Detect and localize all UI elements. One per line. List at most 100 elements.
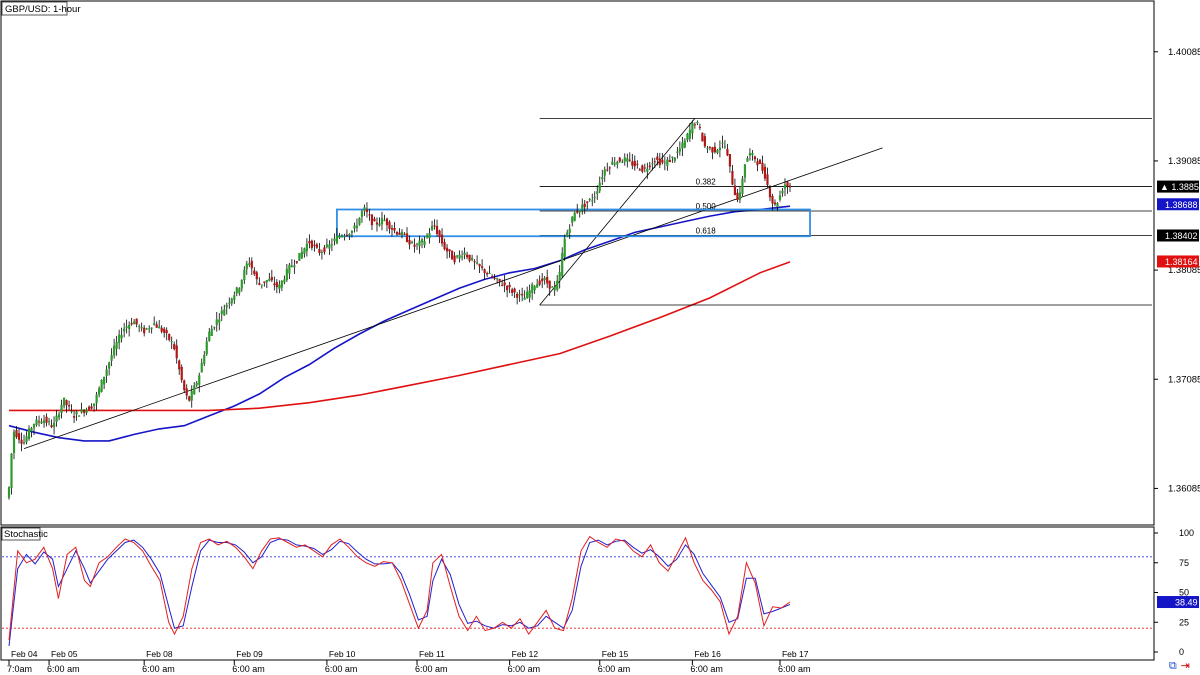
candle-body [601,176,604,180]
candle-body [633,160,636,167]
candle-body [293,265,296,268]
time-label-date: Feb 05 [51,649,78,659]
candle-body [268,278,271,281]
candle-body [405,233,409,242]
candle-body [47,421,51,423]
candle-body [516,293,519,298]
candle-body [433,225,436,227]
moving-average-blue [8,205,791,442]
candle-body [608,167,611,169]
candle-body [648,165,651,168]
stochastic-tick-label: 50 [1179,588,1189,598]
stochastic-value-box [1157,596,1199,609]
candle-body [496,278,499,280]
candle-body [240,280,243,289]
candle-body [711,147,714,153]
candle-body [548,280,551,289]
candle-body [393,227,396,231]
candle-body [733,185,737,196]
candle-body [728,154,732,167]
candle-body [168,334,171,340]
candle-body [458,254,461,259]
candle-body [140,327,143,329]
stochastic-lines: 0 25 50 75 100 38.49 [2,528,1199,657]
candle-body [310,240,313,248]
time-label-hour: 6:00 am [598,664,631,674]
candle-body [305,243,308,252]
time-label-hour: 6:00 am [415,664,448,674]
candle-body [521,293,524,296]
candle-body [453,255,456,263]
stochastic-d-line [8,538,791,647]
candle-body [62,397,66,406]
candle-body [363,207,366,211]
candle-body [368,214,371,216]
candle-body [10,453,13,488]
candle-body [113,345,116,356]
sync-icon[interactable]: ⧉ [1168,659,1177,672]
candle-body [283,279,286,283]
price-label-text: 1.38164 [1165,257,1198,267]
candle-body [538,280,541,285]
candle-body [375,222,379,225]
candle-body [323,247,326,253]
stochastic-panel-frame [0,526,1155,661]
moving-averages [8,205,791,442]
candle-body [93,403,96,407]
candle-body [786,181,789,187]
candle-body [45,416,48,423]
candle-body [248,263,251,265]
candle-body [681,142,684,149]
candle-body [95,394,98,404]
candle-body [613,163,616,165]
candle-body [753,156,757,160]
candle-body [410,241,414,243]
chart-title: GBP/USD: 1-hour [5,4,81,15]
candle-body [200,362,203,373]
candle-body [703,136,706,147]
candle-body [751,152,754,156]
candle-body [318,249,321,254]
price-label-text: 1.38688 [1165,200,1198,210]
candle-body [518,294,521,296]
candle-body [723,146,727,148]
stochastic-tick-label: 100 [1179,528,1194,538]
candle-body [27,428,31,439]
stochastic-tick-label: 25 [1179,617,1189,627]
candle-body [193,385,196,395]
scroll-to-end-icon[interactable]: ⇥ [1180,659,1190,672]
candle-body [611,161,614,165]
candle-body [783,184,787,189]
candle-body [673,157,676,161]
candle-body [383,219,386,221]
candle-body [55,415,58,422]
candle-body [72,416,76,418]
candle-body [486,273,489,275]
candle-body [110,355,113,361]
candle-body [586,201,589,203]
candle-body [278,284,281,289]
candle-body [320,251,324,253]
price-tick-label: 1.37085 [1168,374,1200,385]
candle-body [468,254,471,261]
candle-body [148,328,151,330]
candle-body [563,238,566,257]
candle-body [52,422,56,427]
candle-body [260,284,263,286]
candle-body [360,211,364,217]
candle-body [561,252,564,277]
stochastic-value-label: 38.49 [1175,598,1198,608]
time-label-hour: 6:00 am [325,664,358,674]
candle-body [621,161,624,163]
candle-body [686,133,689,140]
candle-body [701,132,704,142]
candle-body [300,251,303,259]
candle-body [388,221,391,229]
candle-body [511,289,514,293]
candle-body [641,165,644,172]
candle-body [455,255,459,257]
candle-body [223,309,226,316]
time-label-date: Feb 17 [782,649,809,659]
candle-body [373,218,376,222]
